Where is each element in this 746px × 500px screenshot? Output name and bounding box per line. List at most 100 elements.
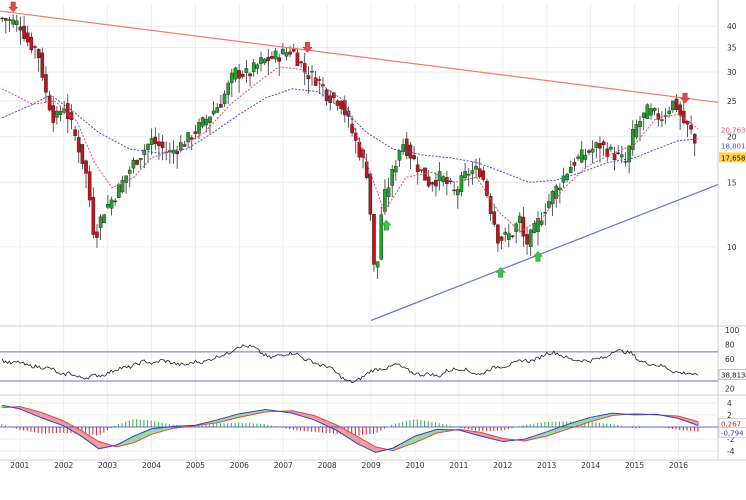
candle-body — [481, 170, 486, 180]
candle-body — [445, 177, 449, 184]
candle-body — [25, 32, 30, 43]
candle-body — [368, 173, 373, 215]
candle-body — [219, 104, 223, 108]
macd-last-box — [718, 427, 746, 438]
macd-tick-label: 2 — [727, 411, 732, 420]
candle-body — [230, 72, 234, 83]
candle-body — [412, 155, 416, 160]
candle-body — [76, 137, 81, 153]
year-tick-label: 2005 — [186, 461, 205, 470]
candle-body — [200, 117, 205, 127]
candle-body — [153, 136, 158, 145]
buy-arrow-icon — [381, 219, 392, 231]
candle-body — [568, 166, 573, 174]
candle-body — [91, 196, 96, 235]
candle-body — [138, 158, 143, 161]
candle-body — [386, 187, 391, 197]
year-tick-label: 2006 — [230, 461, 249, 470]
oscillator-tick-label: 80 — [725, 341, 735, 350]
candle-body — [507, 233, 511, 240]
candle-body — [215, 107, 220, 113]
candle-body — [415, 164, 420, 172]
candle-body — [536, 218, 540, 232]
candle-body — [350, 123, 354, 134]
candle-body — [277, 57, 282, 62]
candle-body — [576, 156, 580, 159]
macd-line — [2, 404, 699, 453]
candle-body — [146, 144, 150, 150]
candle-body — [339, 100, 343, 109]
year-tick-label: 2010 — [405, 461, 424, 470]
candle-body — [51, 105, 56, 123]
candle-body — [281, 48, 285, 55]
candle-body — [299, 61, 303, 64]
candle-body — [291, 49, 296, 52]
candle-body — [587, 150, 591, 153]
candle-body — [601, 141, 606, 146]
macd-last-value: -0,794 — [721, 429, 744, 437]
sell-arrow-icon — [302, 42, 313, 53]
candle-body — [102, 214, 107, 224]
candle-body — [47, 95, 52, 111]
candle-body — [324, 89, 329, 102]
year-tick-label: 2011 — [449, 461, 468, 470]
year-tick-label: 2003 — [98, 461, 117, 470]
candle-body — [186, 132, 190, 143]
candle-body — [503, 231, 507, 235]
candle-body — [259, 57, 263, 64]
candle-body — [244, 68, 249, 73]
candle-body — [459, 175, 464, 192]
candle-body — [474, 165, 478, 170]
candle-body — [226, 82, 230, 95]
candle-body — [667, 110, 672, 114]
candle-body — [379, 214, 384, 260]
candle-body — [528, 229, 533, 248]
candle-body — [149, 138, 154, 145]
candle-body — [124, 175, 128, 183]
buy-arrow-icon — [495, 267, 506, 278]
candle-body — [302, 63, 307, 73]
candle-body — [623, 161, 628, 163]
macd-tick-label: -4 — [727, 447, 735, 456]
candle-body — [109, 199, 114, 209]
oscillator-tick-label: 20 — [725, 384, 735, 393]
candle-body — [594, 142, 599, 148]
year-tick-label: 2004 — [142, 461, 161, 470]
candle-body — [87, 171, 92, 201]
candle-body — [612, 153, 617, 161]
candle-body — [466, 173, 471, 176]
candle-body — [492, 211, 497, 225]
candle-body — [641, 112, 646, 118]
candle-body — [248, 73, 252, 77]
candle-body — [4, 18, 8, 21]
candle-body — [630, 128, 635, 150]
year-tick-label: 2016 — [669, 461, 688, 470]
last-price-highlight — [719, 152, 746, 163]
candle-body — [127, 169, 132, 174]
macd-last-value: 0,267 — [721, 420, 741, 428]
candle-body — [561, 175, 566, 183]
candle-body — [113, 200, 117, 203]
candle-body — [539, 220, 544, 225]
candle-body — [361, 149, 365, 158]
candle-body — [189, 137, 194, 140]
year-tick-label: 2012 — [493, 461, 512, 470]
candle-body — [674, 98, 679, 110]
candle-body — [649, 108, 653, 116]
ma-slow-line — [1, 88, 699, 183]
candle-body — [237, 70, 241, 79]
year-tick-label: 2013 — [537, 461, 556, 470]
ma-fast-line — [1, 66, 699, 233]
candle-body — [477, 168, 482, 178]
candle-body — [397, 150, 402, 161]
oscillator-tick-label: 100 — [725, 326, 740, 335]
candle-body — [423, 167, 427, 181]
candle-body — [142, 149, 147, 155]
candle-body — [627, 145, 631, 163]
candle-body — [157, 141, 161, 147]
candle-body — [40, 52, 45, 78]
candle-body — [660, 119, 664, 121]
candle-body — [394, 165, 398, 173]
